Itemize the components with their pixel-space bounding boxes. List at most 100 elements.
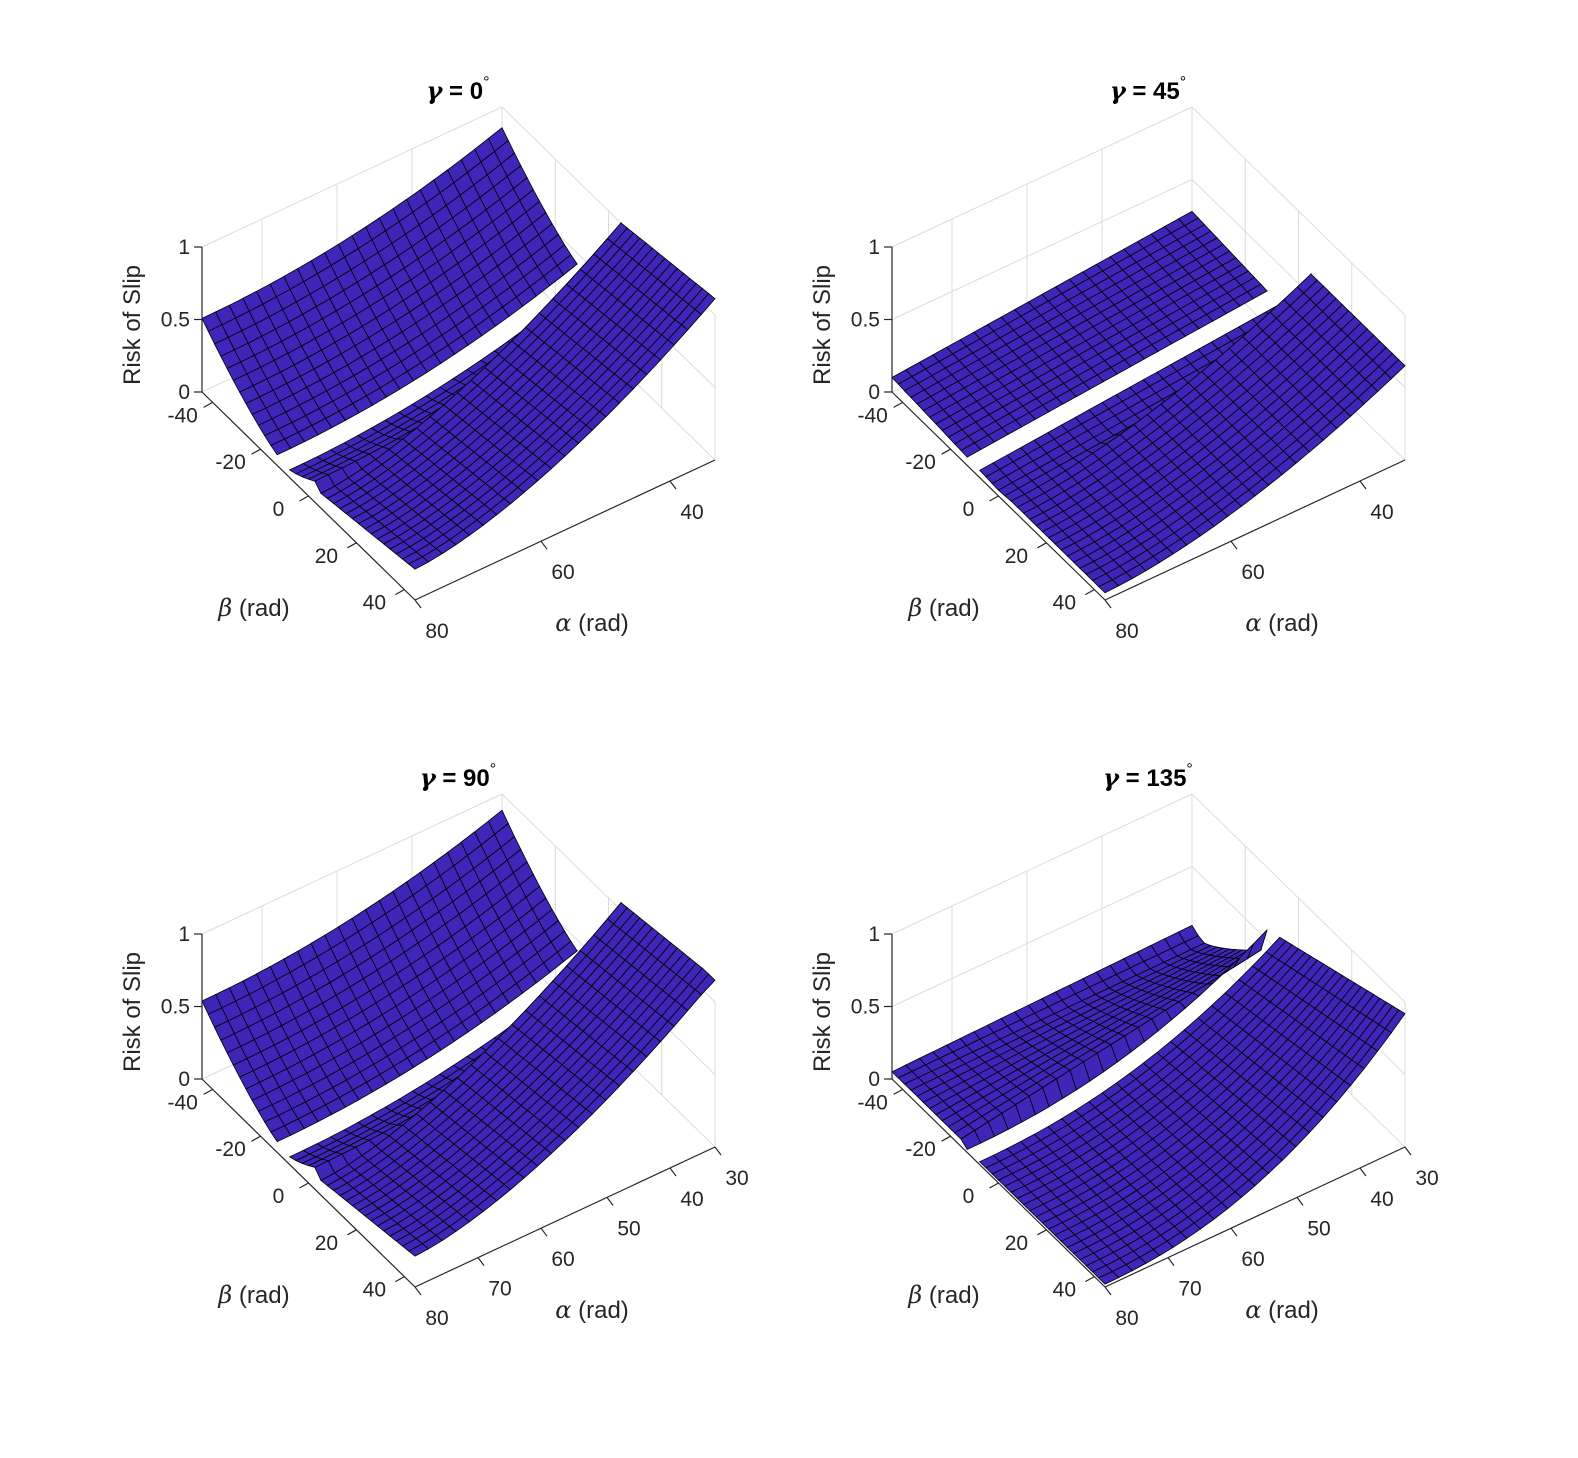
y-tick	[395, 1276, 405, 1283]
x-tick-label: 60	[1241, 561, 1264, 584]
x-axis-label: α (rad)	[555, 609, 629, 637]
title-symbol: γ	[1103, 763, 1120, 792]
title-degree: °	[483, 74, 489, 91]
x-tick	[540, 540, 548, 550]
y-tick	[251, 1135, 261, 1142]
y-tick	[989, 1182, 999, 1189]
y-label-unit: (rad)	[232, 595, 289, 622]
y-tick	[893, 1088, 903, 1095]
y-tick-label: 0	[963, 1185, 975, 1208]
beta-symbol: β	[217, 1281, 232, 1309]
surface-patch	[270, 438, 292, 456]
subplot-3: 0 0.5 1 -40 -20 0 20 40 30 40 50 60 70 80 γ = 90° Risk …	[119, 761, 749, 1330]
y-tick-label: -40	[167, 1091, 197, 1114]
y-tick-label: -20	[905, 1138, 935, 1161]
x-tick-label: 70	[1178, 1278, 1201, 1301]
x-tick	[414, 599, 422, 609]
x-tick-label: 80	[425, 1307, 448, 1330]
x-tick	[1230, 540, 1238, 550]
x-tick-label: 80	[425, 620, 448, 643]
title-degree: °	[1186, 761, 1192, 778]
y-tick	[1085, 589, 1095, 596]
y-tick	[989, 495, 999, 502]
x-tick-label: 40	[1370, 1188, 1393, 1211]
y-tick-label: 0	[273, 498, 285, 521]
y-tick	[299, 495, 309, 502]
y-tick-label: -40	[857, 404, 887, 427]
y-tick-label: 0	[273, 1185, 285, 1208]
title-value: = 45	[1126, 78, 1180, 105]
x-tick-label: 60	[551, 561, 574, 584]
x-axis-line	[414, 459, 716, 601]
title-value: = 90	[436, 765, 490, 792]
y-tick	[347, 1229, 357, 1236]
surface-patch	[960, 1129, 982, 1151]
risk-surface	[891, 924, 1406, 1285]
x-tick	[1104, 1286, 1112, 1296]
surface-patch	[960, 442, 982, 458]
surface-patch	[1098, 1271, 1120, 1285]
z-tick-label: 0.5	[161, 309, 190, 332]
subplot-title: γ = 90°	[420, 761, 496, 792]
title-value: = 135	[1119, 765, 1186, 792]
surface-patch	[407, 1243, 430, 1257]
subplot-2: 0 0.5 1 -40 -20 0 20 40 40 60 80 γ = 45° Risk of Sli…	[809, 74, 1406, 643]
z-tick-label: 1	[868, 236, 880, 259]
x-label-unit: (rad)	[571, 1297, 628, 1324]
x-tick	[477, 1257, 485, 1266]
y-axis-label: β (rad)	[907, 594, 979, 622]
beta-symbol: β	[907, 594, 922, 622]
x-tick	[714, 1146, 722, 1156]
x-tick	[1230, 1227, 1238, 1237]
x-axis-line	[414, 1146, 716, 1288]
y-tick-label: 0	[963, 498, 975, 521]
z-tick-label: 0	[178, 1068, 190, 1091]
y-tick-label: -20	[215, 451, 245, 474]
y-tick	[299, 1182, 309, 1189]
y-tick-label: 20	[1005, 545, 1028, 568]
z-tick-label: 0	[178, 381, 190, 404]
risk-surface	[201, 809, 716, 1257]
y-tick-label: -40	[167, 404, 197, 427]
subplot-1: 0 0.5 1 -40 -20 0 20 40 40 60 80 γ = 0° Risk of Slip…	[119, 74, 716, 643]
x-tick-label: 40	[1370, 501, 1393, 524]
alpha-symbol: α	[555, 609, 571, 637]
x-tick	[1359, 1167, 1367, 1177]
alpha-symbol: α	[1245, 1296, 1261, 1324]
x-axis-label: α (rad)	[1245, 1296, 1319, 1324]
z-tick-label: 1	[178, 923, 190, 946]
x-tick-label: 80	[1115, 1307, 1138, 1330]
z-axis-label: Risk of Slip	[809, 265, 836, 385]
x-tick	[606, 1197, 614, 1206]
y-tick	[893, 401, 903, 408]
y-tick	[251, 448, 261, 455]
y-tick-label: 40	[1053, 1279, 1076, 1302]
x-label-unit: (rad)	[1261, 1297, 1318, 1324]
y-tick-label: -40	[857, 1091, 887, 1114]
y-tick-label: 40	[1053, 592, 1076, 615]
y-tick-label: 40	[363, 1279, 386, 1302]
x-axis-label: α (rad)	[555, 1296, 629, 1324]
surface-patch	[270, 1125, 292, 1143]
x-tick-label: 70	[488, 1278, 511, 1301]
y-label-unit: (rad)	[232, 1282, 289, 1309]
z-tick-label: 0.5	[851, 309, 880, 332]
z-tick-label: 0.5	[851, 996, 880, 1019]
x-tick-label: 60	[551, 1248, 574, 1271]
y-tick-label: 40	[363, 592, 386, 615]
x-tick-label: 80	[1115, 620, 1138, 643]
x-tick	[1104, 599, 1112, 609]
x-tick	[669, 480, 677, 490]
y-axis-label: β (rad)	[907, 1281, 979, 1309]
risk-surface	[891, 210, 1406, 594]
z-tick-label: 0	[868, 1068, 880, 1091]
y-tick	[203, 1088, 213, 1095]
beta-symbol: β	[907, 1281, 922, 1309]
y-axis-label: β (rad)	[217, 1281, 289, 1309]
subplot-4: 0 0.5 1 -40 -20 0 20 40 30 40 50 60 70 80 γ = 135° Risk…	[809, 761, 1439, 1330]
z-tick-label: 0.5	[161, 996, 190, 1019]
title-degree: °	[490, 761, 496, 778]
title-symbol: γ	[420, 763, 437, 792]
subplot-title: γ = 135°	[1103, 761, 1193, 792]
